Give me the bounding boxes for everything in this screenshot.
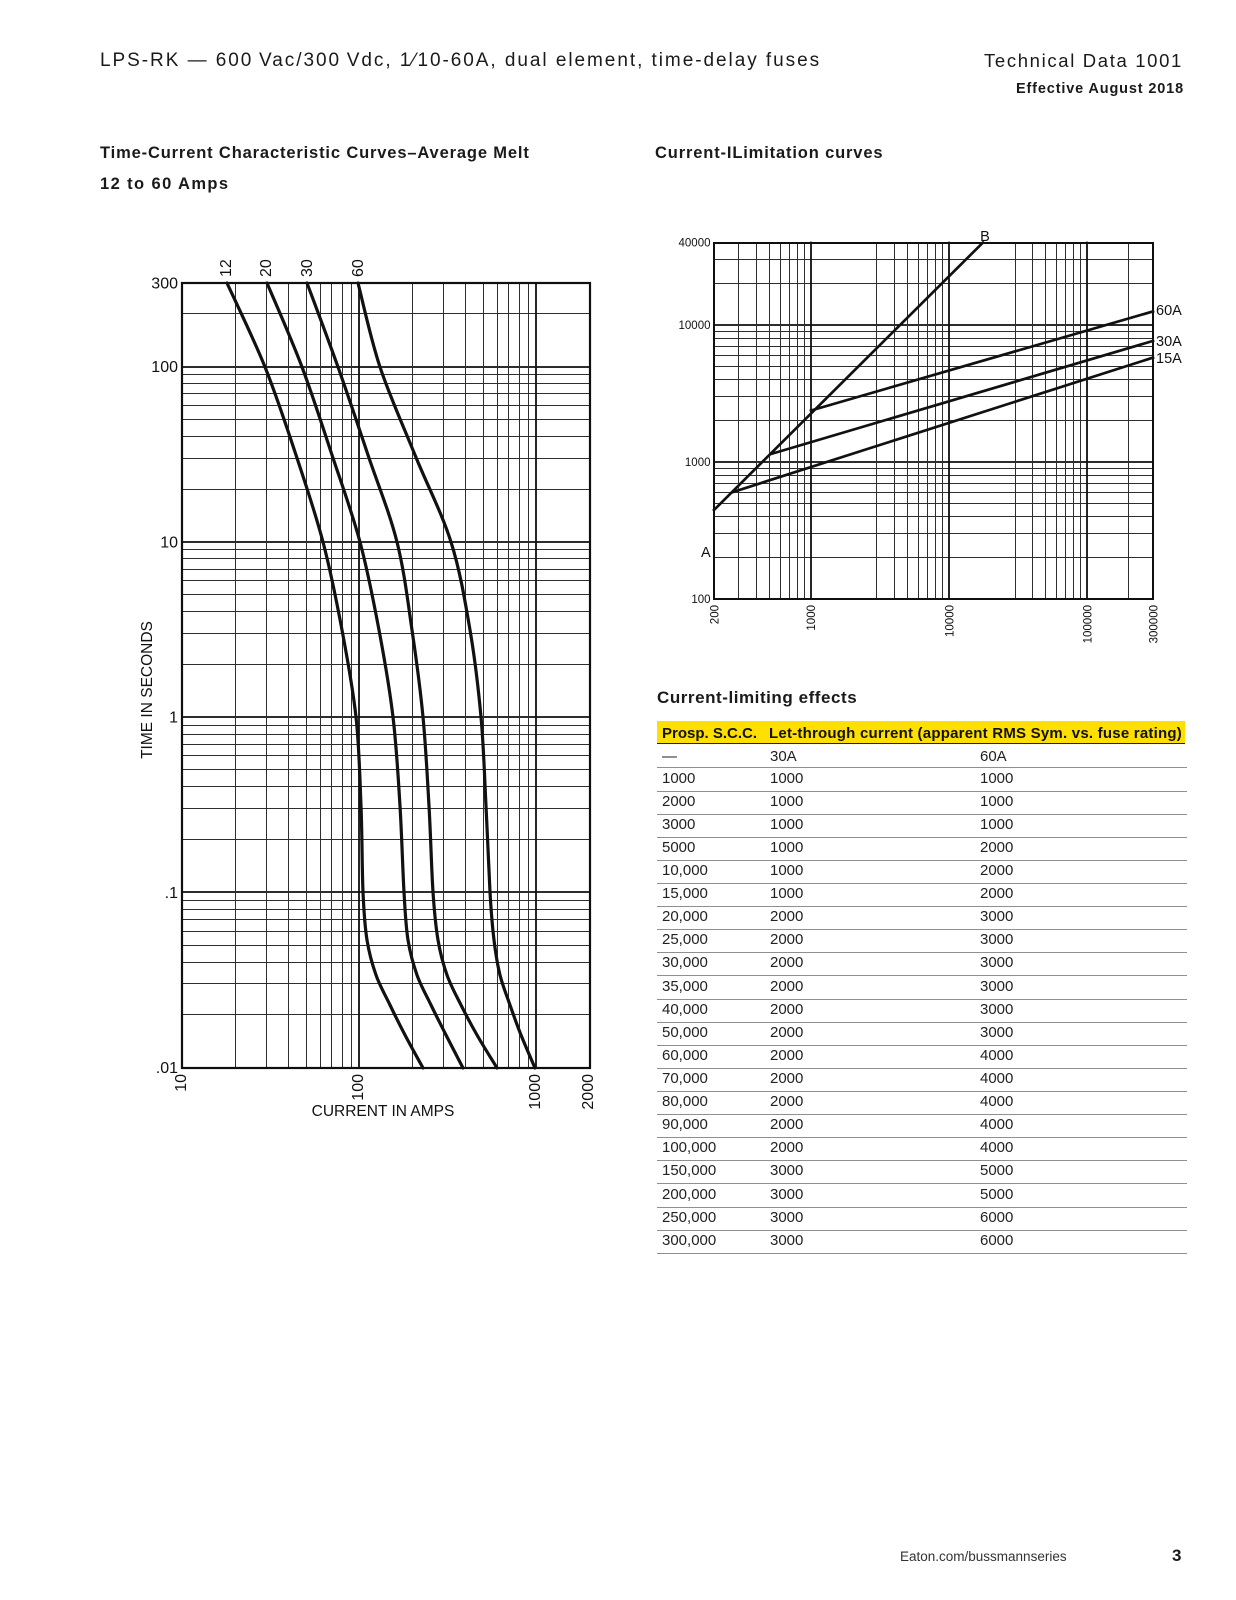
svg-text:60: 60	[350, 259, 367, 277]
svg-text:TIME IN SECONDS: TIME IN SECONDS	[139, 621, 156, 759]
svg-text:.01: .01	[156, 1060, 178, 1077]
svg-text:1000: 1000	[527, 1074, 544, 1110]
svg-text:60A: 60A	[1156, 303, 1182, 319]
svg-text:B: B	[980, 229, 990, 245]
svg-text:A: A	[701, 545, 711, 561]
svg-text:300000: 300000	[1148, 605, 1160, 643]
svg-text:40000: 40000	[679, 238, 711, 250]
svg-text:100: 100	[350, 1074, 367, 1101]
svg-text:30: 30	[299, 259, 316, 277]
svg-text:15A: 15A	[1156, 351, 1182, 367]
svg-text:300: 300	[151, 276, 178, 293]
svg-text:200: 200	[710, 605, 722, 624]
svg-text:10: 10	[160, 534, 178, 551]
svg-text:2000: 2000	[580, 1074, 597, 1110]
svg-text:10: 10	[173, 1074, 190, 1092]
svg-text:1: 1	[169, 710, 178, 727]
svg-text:12: 12	[218, 259, 235, 277]
svg-text:10000: 10000	[944, 605, 956, 637]
svg-text:.1: .1	[165, 885, 178, 902]
svg-text:100000: 100000	[1082, 605, 1094, 643]
svg-text:CURRENT IN AMPS: CURRENT IN AMPS	[312, 1103, 455, 1120]
svg-text:30A: 30A	[1156, 334, 1182, 350]
svg-text:100: 100	[151, 359, 178, 376]
svg-text:1000: 1000	[806, 605, 818, 631]
svg-text:10000: 10000	[679, 320, 711, 332]
svg-text:20: 20	[258, 259, 275, 277]
svg-text:1000: 1000	[685, 457, 711, 469]
svg-text:100: 100	[691, 594, 710, 606]
